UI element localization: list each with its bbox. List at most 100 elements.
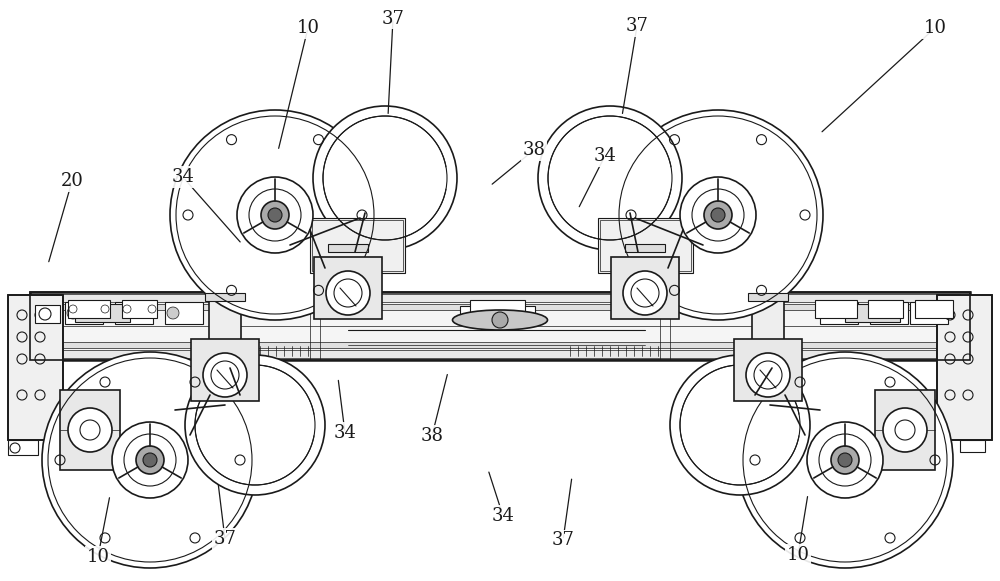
Bar — [960, 440, 985, 452]
Circle shape — [737, 352, 953, 568]
Bar — [205, 356, 245, 364]
Circle shape — [670, 355, 810, 495]
Bar — [8, 295, 63, 440]
Circle shape — [807, 422, 883, 498]
Text: 37: 37 — [626, 17, 648, 35]
Circle shape — [492, 312, 508, 328]
Polygon shape — [685, 182, 751, 248]
Circle shape — [704, 201, 732, 229]
Polygon shape — [242, 182, 308, 248]
Bar — [752, 295, 784, 362]
Bar — [460, 306, 535, 320]
Bar — [310, 218, 405, 273]
Bar — [40, 350, 960, 358]
Circle shape — [746, 353, 790, 397]
Circle shape — [838, 453, 852, 467]
Bar — [30, 292, 970, 360]
Text: 34: 34 — [594, 147, 616, 164]
Bar — [40, 304, 960, 310]
Text: 37: 37 — [552, 532, 574, 549]
Circle shape — [538, 106, 682, 250]
Ellipse shape — [452, 310, 548, 330]
Bar — [937, 295, 992, 440]
Circle shape — [623, 271, 667, 315]
Circle shape — [112, 422, 188, 498]
Text: 38: 38 — [420, 427, 444, 444]
Circle shape — [326, 271, 370, 315]
Circle shape — [68, 408, 112, 452]
Bar — [60, 390, 120, 470]
Bar — [875, 390, 935, 470]
Circle shape — [237, 177, 313, 253]
Bar — [40, 294, 960, 302]
Circle shape — [170, 110, 380, 320]
Bar — [845, 304, 900, 322]
Bar — [209, 295, 241, 362]
Bar — [65, 302, 103, 324]
Bar — [165, 302, 203, 324]
Bar — [611, 257, 679, 319]
Circle shape — [268, 208, 282, 222]
Bar — [314, 257, 382, 319]
Bar — [40, 342, 960, 348]
Circle shape — [185, 355, 325, 495]
Bar — [937, 295, 992, 440]
Bar — [68, 300, 110, 318]
Circle shape — [143, 453, 157, 467]
Bar — [734, 339, 802, 401]
Bar — [30, 292, 970, 360]
Text: 34: 34 — [492, 507, 514, 525]
Bar — [470, 300, 525, 318]
Circle shape — [117, 307, 129, 319]
Circle shape — [136, 446, 164, 474]
Bar — [115, 302, 153, 324]
Bar — [328, 291, 368, 299]
Text: 37: 37 — [382, 10, 404, 27]
Text: 37: 37 — [214, 530, 236, 548]
Text: 10: 10 — [87, 548, 110, 565]
Bar — [191, 339, 259, 401]
Polygon shape — [812, 426, 878, 493]
Bar — [625, 244, 665, 252]
Bar — [915, 300, 953, 318]
Bar — [332, 250, 364, 293]
Bar — [870, 302, 908, 324]
Text: 34: 34 — [172, 168, 194, 186]
Bar — [625, 291, 665, 299]
Circle shape — [167, 307, 179, 319]
Bar — [820, 302, 858, 324]
Bar — [868, 300, 903, 318]
Bar — [629, 250, 661, 293]
Circle shape — [261, 201, 289, 229]
Text: 10: 10 — [924, 19, 946, 37]
Bar — [312, 220, 403, 271]
Bar — [598, 218, 693, 273]
Bar — [328, 244, 368, 252]
Bar — [8, 440, 38, 455]
Bar — [75, 304, 130, 322]
Bar — [205, 293, 245, 301]
Bar — [122, 300, 157, 318]
Circle shape — [613, 110, 823, 320]
Text: 34: 34 — [334, 424, 356, 442]
Circle shape — [42, 352, 258, 568]
Circle shape — [67, 307, 79, 319]
Circle shape — [711, 208, 725, 222]
Bar — [600, 220, 691, 271]
Bar — [815, 300, 857, 318]
Text: 38: 38 — [522, 141, 546, 159]
Bar — [35, 305, 60, 323]
Circle shape — [203, 353, 247, 397]
Circle shape — [883, 408, 927, 452]
Circle shape — [680, 177, 756, 253]
Circle shape — [313, 106, 457, 250]
Polygon shape — [117, 426, 183, 493]
Circle shape — [831, 446, 859, 474]
Bar — [748, 356, 788, 364]
Text: 20: 20 — [61, 173, 83, 190]
Text: 10: 10 — [296, 19, 320, 37]
Bar — [748, 293, 788, 301]
Bar — [910, 302, 948, 324]
Text: 10: 10 — [786, 546, 810, 564]
Bar — [8, 295, 63, 440]
